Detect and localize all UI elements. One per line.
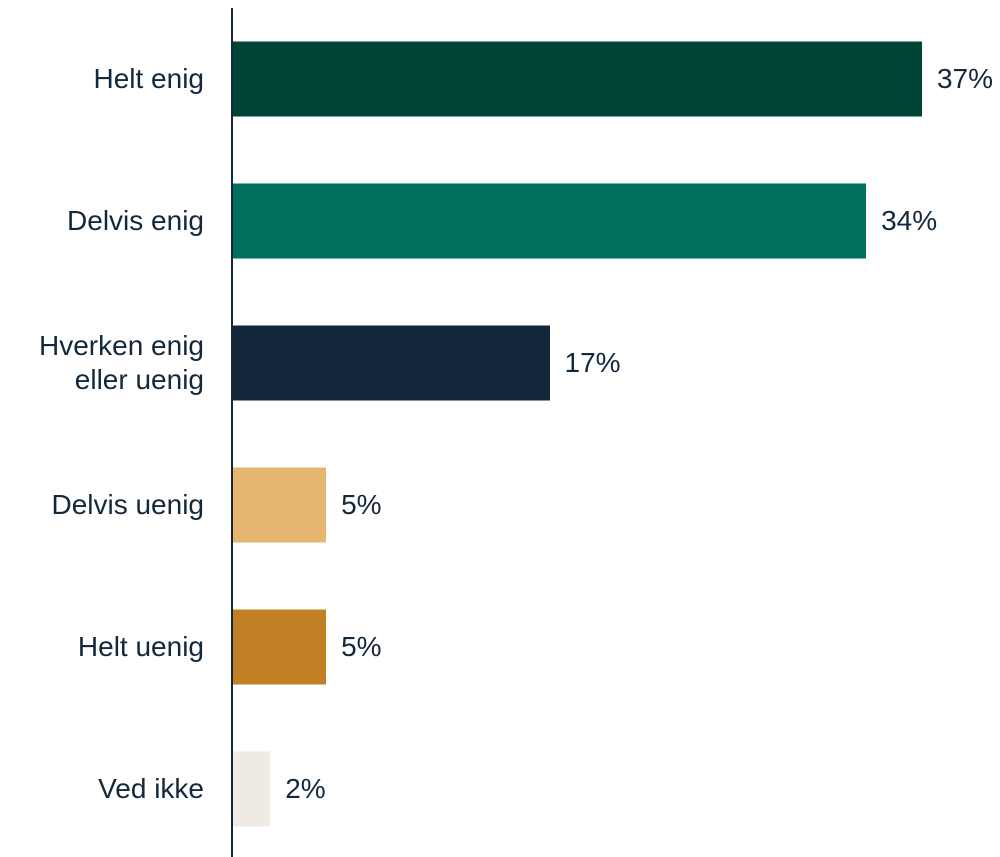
category-label: Helt uenig <box>77 631 204 662</box>
bar <box>233 183 867 259</box>
data-label: 2% <box>285 773 326 804</box>
data-label: 5% <box>341 489 382 520</box>
category-label: Hverken enig eller uenig <box>39 330 204 395</box>
bar <box>233 609 327 685</box>
bar <box>233 751 271 827</box>
category-label: Ved ikke <box>98 773 204 804</box>
axis-line <box>231 8 233 857</box>
category-label: Delvis uenig <box>51 489 204 520</box>
data-label: 17% <box>564 347 621 378</box>
bar <box>233 467 327 543</box>
bar <box>233 41 922 117</box>
data-label: 37% <box>936 63 993 94</box>
bar <box>233 325 550 401</box>
category-label: Delvis enig <box>67 205 204 236</box>
category-label: Helt enig <box>93 63 204 94</box>
data-label: 5% <box>341 631 382 662</box>
data-label: 34% <box>881 205 938 236</box>
